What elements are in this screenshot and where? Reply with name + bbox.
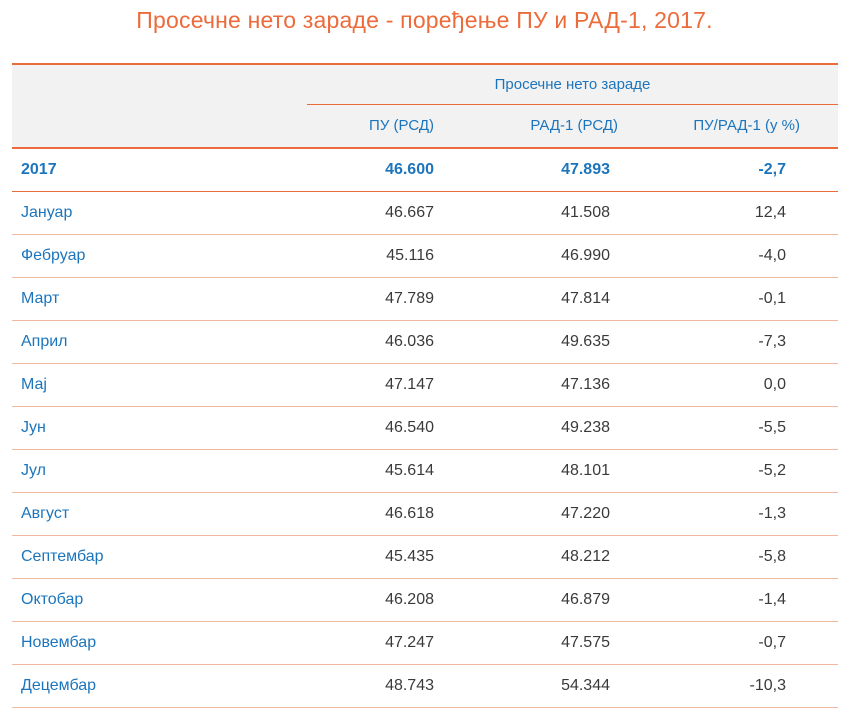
cell-ratio: -1,4 (758, 591, 786, 608)
cell-rad1: 41.508 (561, 204, 610, 221)
cell-rad1: 49.238 (561, 419, 610, 436)
table-row: Август 46.618 47.220 -1,3 (12, 493, 838, 536)
cell-ratio: -2,7 (758, 161, 786, 178)
cell-pu: 46.036 (385, 333, 434, 350)
table-row: Октобар 46.208 46.879 -1,4 (12, 579, 838, 622)
cell-pu: 47.247 (385, 634, 434, 651)
column-header-rad1: РАД-1 (РСД) (530, 117, 618, 134)
row-label: Новембар (21, 634, 97, 651)
row-label: Јул (21, 462, 46, 479)
row-label: Фебруар (21, 247, 86, 264)
cell-ratio: -0,7 (758, 634, 786, 651)
cell-ratio: -5,2 (758, 462, 786, 479)
cell-rad1: 49.635 (561, 333, 610, 350)
wages-table: Просечне нето зараде ПУ (РСД) РАД-1 (РСД… (12, 63, 838, 708)
row-label: Мај (21, 376, 47, 393)
group-header-divider (307, 104, 838, 105)
table-row: Април 46.036 49.635 -7,3 (12, 321, 838, 364)
table-row: Јануар 46.667 41.508 12,4 (12, 192, 838, 235)
table-row: Јун 46.540 49.238 -5,5 (12, 407, 838, 450)
cell-rad1: 47.893 (561, 161, 610, 178)
cell-rad1: 46.990 (561, 247, 610, 264)
cell-ratio: -4,0 (758, 247, 786, 264)
cell-rad1: 54.344 (561, 677, 610, 694)
row-label: Септембар (21, 548, 104, 565)
cell-rad1: 46.879 (561, 591, 610, 608)
table-row-total: 2017 46.600 47.893 -2,7 (12, 149, 838, 192)
column-header-ratio: ПУ/РАД-1 (у %) (693, 117, 800, 134)
table-row: Фебруар 45.116 46.990 -4,0 (12, 235, 838, 278)
row-label: Јануар (21, 204, 73, 221)
group-header: Просечне нето зараде (494, 76, 651, 93)
table-row: Септембар 45.435 48.212 -5,8 (12, 536, 838, 579)
cell-pu: 45.435 (385, 548, 434, 565)
cell-rad1: 47.220 (561, 505, 610, 522)
cell-rad1: 48.101 (561, 462, 610, 479)
cell-ratio: -1,3 (758, 505, 786, 522)
cell-ratio: 0,0 (763, 376, 786, 393)
cell-pu: 47.147 (385, 376, 434, 393)
row-label: Март (21, 290, 60, 307)
table-header: Просечне нето зараде ПУ (РСД) РАД-1 (РСД… (12, 63, 838, 149)
cell-rad1: 47.575 (561, 634, 610, 651)
cell-rad1: 47.814 (561, 290, 610, 307)
table-row: Мај 47.147 47.136 0,0 (12, 364, 838, 407)
cell-ratio: -7,3 (758, 333, 786, 350)
page-title: Просечне нето зараде - поређење ПУ и РАД… (136, 7, 713, 33)
cell-pu: 48.743 (385, 677, 434, 694)
cell-rad1: 48.212 (561, 548, 610, 565)
cell-pu: 45.116 (386, 247, 434, 264)
table-row: Јул 45.614 48.101 -5,2 (12, 450, 838, 493)
cell-ratio: -5,5 (758, 419, 786, 436)
table-row: Новембар 47.247 47.575 -0,7 (12, 622, 838, 665)
table-row: Децембар 48.743 54.344 -10,3 (12, 665, 838, 708)
row-label: Август (21, 505, 70, 522)
cell-ratio: 12,4 (754, 204, 786, 221)
cell-pu: 47.789 (385, 290, 434, 307)
cell-pu: 46.600 (385, 161, 434, 178)
row-label: Јун (21, 419, 46, 436)
cell-rad1: 47.136 (561, 376, 610, 393)
cell-ratio: -10,3 (749, 677, 786, 694)
cell-ratio: -5,8 (758, 548, 786, 565)
column-header-pu: ПУ (РСД) (369, 117, 434, 134)
cell-pu: 46.540 (385, 419, 434, 436)
row-label: 2017 (21, 161, 57, 178)
cell-pu: 46.208 (385, 591, 434, 608)
cell-pu: 45.614 (385, 462, 434, 479)
row-label: Децембар (21, 677, 97, 694)
row-label: Април (21, 333, 68, 350)
cell-pu: 46.667 (385, 204, 434, 221)
row-label: Октобар (21, 591, 84, 608)
table-body: 2017 46.600 47.893 -2,7 Јануар 46.667 41.5… (12, 149, 838, 708)
cell-pu: 46.618 (385, 505, 434, 522)
table-row: Март 47.789 47.814 -0,1 (12, 278, 838, 321)
cell-ratio: -0,1 (758, 290, 786, 307)
